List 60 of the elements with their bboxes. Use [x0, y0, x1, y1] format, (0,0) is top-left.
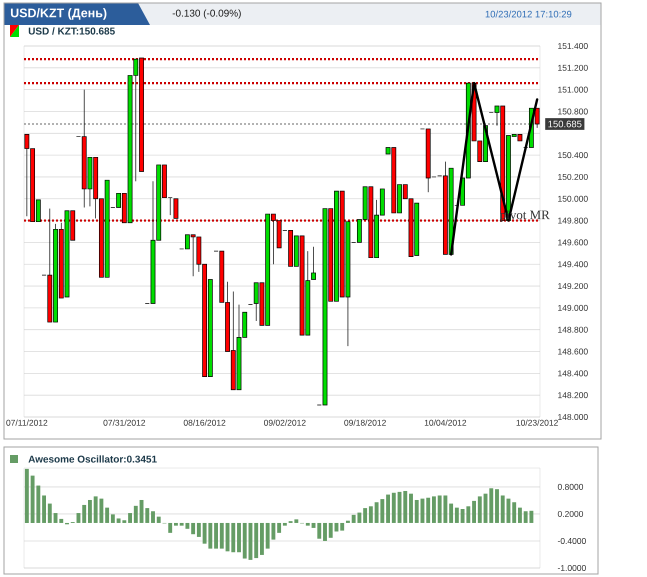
bar — [409, 494, 413, 523]
x-tick-label: 10/04/2012 — [424, 420, 466, 426]
text: 10/23/2012 17:10:29 — [486, 10, 572, 18]
bar — [82, 504, 86, 523]
bar — [500, 495, 505, 523]
legend-label: Awesome Oscillator:0.3451 — [28, 455, 157, 463]
bar — [156, 516, 161, 523]
y-tick-label: 0.2000 — [558, 510, 584, 517]
bar — [478, 496, 482, 523]
y-tick-label: 148.000 — [558, 414, 588, 420]
legend-label: USD / KZT:150.685 — [28, 27, 115, 35]
bar — [151, 511, 155, 523]
candlestick — [311, 246, 316, 280]
x-tick-label: 08/16/2012 — [184, 420, 226, 426]
y-tick-label: 148.600 — [558, 348, 588, 355]
bar — [145, 508, 150, 523]
y-tick-label: 150.000 — [558, 196, 588, 202]
y-tick-label: 151.400 — [558, 43, 588, 49]
x-tick-label: 10/23/2012 — [516, 420, 558, 426]
chart-subtitle: -0.130 (-0.09%) — [172, 9, 241, 19]
y-tick-label: 150.200 — [558, 174, 588, 180]
y-tick-label: 149.400 — [558, 261, 588, 268]
chart-title: USD/KZT (День) — [10, 8, 106, 20]
bar — [242, 522, 247, 559]
bar — [328, 522, 333, 538]
y-tick-label: 0.8000 — [558, 484, 584, 490]
bar — [398, 492, 402, 523]
bar — [484, 494, 488, 523]
bar — [529, 510, 534, 523]
y-tick-label: -1.0000 — [558, 565, 586, 571]
y-tick-label: 148.400 — [558, 370, 588, 376]
x-tick-label: 09/02/2012 — [264, 420, 306, 426]
bar — [495, 489, 499, 523]
x-tick-label: 09/18/2012 — [344, 420, 386, 426]
y-tick-label: 149.800 — [558, 218, 588, 224]
bar — [168, 522, 172, 533]
bar — [403, 490, 408, 523]
bar — [226, 522, 230, 552]
bar — [294, 519, 298, 523]
bar — [76, 513, 80, 523]
bar — [237, 522, 241, 552]
bar — [282, 522, 287, 526]
y-tick-label: 151.000 — [558, 86, 588, 93]
x-tick-label: 07/11/2012 — [6, 420, 48, 426]
candlestick — [174, 198, 178, 219]
y-tick-label: 149.600 — [558, 239, 588, 246]
x-tick-label: 07/31/2012 — [103, 420, 146, 426]
y-tick-label: 148.200 — [558, 392, 588, 398]
y-tick-label: 150.400 — [558, 152, 588, 158]
y-tick-label: 151.200 — [558, 64, 588, 71]
y-tick-label: 150.800 — [558, 108, 588, 114]
bar — [312, 522, 316, 528]
y-tick-label: 149.200 — [558, 283, 588, 290]
bar — [248, 522, 252, 560]
y-tick-label: 149.000 — [558, 304, 588, 311]
y-tick-label: -0.4000 — [558, 538, 586, 544]
y-tick-label: 148.800 — [558, 326, 588, 333]
bar — [323, 522, 327, 541]
ref-line-label: 150.685 — [548, 120, 582, 128]
bar — [414, 500, 419, 523]
